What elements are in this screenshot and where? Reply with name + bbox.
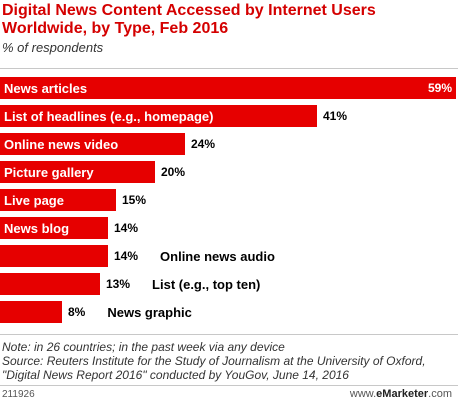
- category-label-4: Live page: [4, 193, 64, 208]
- value-label-2: 24%: [191, 137, 215, 151]
- top-divider: [0, 68, 458, 69]
- bar-0: [0, 77, 456, 99]
- value-label-6: 14%: [114, 249, 138, 263]
- category-label-8: News graphic: [107, 305, 192, 320]
- source-text: Source: Reuters Institute for the Study …: [2, 354, 426, 382]
- category-label-7: List (e.g., top ten): [152, 277, 260, 292]
- bar-8: [0, 301, 62, 323]
- value-label-0: 59%: [428, 81, 452, 95]
- chart-id: 211926: [2, 389, 35, 400]
- bottom-divider: [0, 334, 458, 335]
- note-text: Note: in 26 countries; in the past week …: [2, 340, 285, 354]
- site-credit: www.eMarketer.com: [350, 388, 452, 400]
- site-suffix: .com: [428, 388, 452, 400]
- value-label-4: 15%: [122, 193, 146, 207]
- bar-6: [0, 245, 108, 267]
- chart-title: Digital News Content Accessed by Interne…: [2, 2, 376, 37]
- bar-1: [0, 105, 317, 127]
- chart-subtitle: % of respondents: [2, 40, 104, 55]
- bar-4: [0, 189, 116, 211]
- category-label-3: Picture gallery: [4, 165, 94, 180]
- category-label-2: Online news video: [4, 137, 118, 152]
- value-label-8: 8%: [68, 305, 86, 319]
- footer-divider: [0, 385, 458, 386]
- category-label-0: News articles: [4, 81, 87, 96]
- chart-notes: Note: in 26 countries; in the past week …: [2, 340, 456, 382]
- value-label-5: 14%: [114, 221, 138, 235]
- bar-2: [0, 133, 185, 155]
- bar-7: [0, 273, 100, 295]
- site-brand: eMarketer: [376, 388, 429, 400]
- value-label-7: 13%: [106, 277, 130, 291]
- bar-chart: 59% News articles 41% List of headlines (e.…: [0, 77, 456, 323]
- value-label-3: 20%: [161, 165, 185, 179]
- bar-5: [0, 217, 108, 239]
- category-label-6: Online news audio: [160, 249, 275, 264]
- value-label-1: 41%: [323, 109, 347, 123]
- site-prefix: www.: [349, 388, 377, 400]
- category-label-1: List of headlines (e.g., homepage): [4, 109, 213, 124]
- bar-3: [0, 161, 155, 183]
- category-label-5: News blog: [4, 221, 69, 236]
